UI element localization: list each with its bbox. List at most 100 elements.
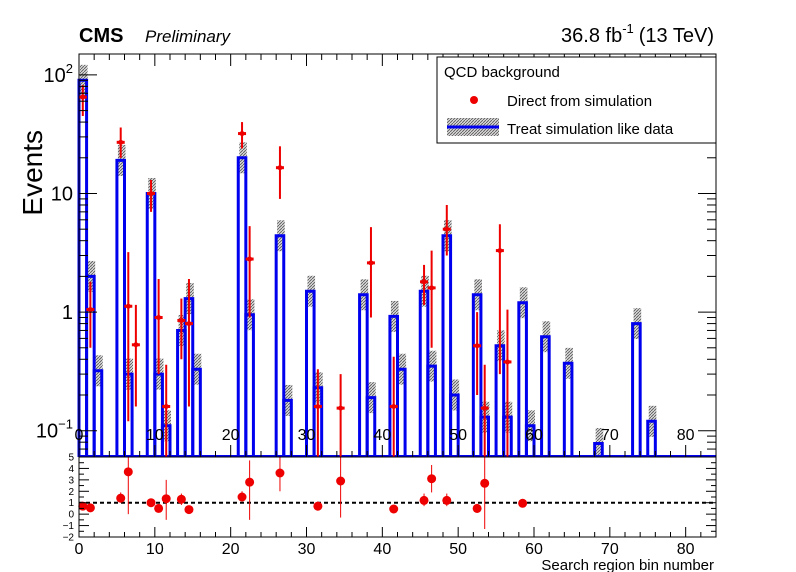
ratio-point [419, 495, 429, 505]
x-tick-label: 0 [75, 427, 84, 444]
ratio-x-tick-label: 40 [373, 541, 391, 558]
energy-value: (13 TeV) [639, 25, 714, 47]
x-tick-label: 20 [222, 427, 240, 444]
lumi-value: 36.8 fb [561, 25, 622, 47]
ratio-point [442, 495, 452, 505]
x-tick-label: 80 [677, 427, 695, 444]
histogram-bar [631, 322, 642, 457]
data-point [247, 256, 253, 262]
y-tick-label: 10−1 [36, 417, 73, 443]
histogram-bar [646, 419, 657, 457]
ratio-point [480, 478, 490, 488]
ratio-x-ticks: 0 10 20 30 40 50 60 70 80 [75, 527, 717, 558]
ratio-frame [78, 456, 717, 538]
histogram-bar [540, 335, 551, 457]
ratio-point [472, 503, 482, 513]
status-label: Preliminary [145, 27, 232, 46]
data-point [429, 285, 435, 291]
histogram-bar [244, 313, 255, 457]
data-point [80, 94, 86, 100]
ratio-points [78, 457, 528, 529]
histogram-bar [524, 424, 536, 457]
histogram-bar [358, 293, 369, 457]
histogram-bar [282, 398, 293, 457]
ratio-x-tick-label: 0 [75, 541, 84, 558]
histogram-bar [562, 361, 574, 457]
ratio-point [184, 505, 194, 515]
y-tick-mantissa: 10 [36, 421, 58, 443]
histogram-bar [92, 369, 104, 457]
ratio-point [245, 477, 255, 487]
ratio-point [123, 467, 133, 477]
data-point [148, 190, 154, 196]
data-point [133, 342, 139, 348]
y-tick-label: 10 [51, 183, 73, 205]
y-tick-label: 1 [62, 302, 73, 324]
data-point [186, 321, 192, 327]
data-point [87, 307, 93, 313]
legend-title: QCD background [444, 64, 560, 81]
lumi-exponent: -1 [622, 21, 634, 36]
ratio-point [313, 501, 323, 511]
ratio-y-tick-label: 4 [68, 464, 74, 475]
x-tick-label: 40 [373, 427, 391, 444]
legend-point-marker [470, 96, 478, 104]
ratio-y-tick-label: −1 [63, 521, 75, 532]
ratio-point [336, 476, 346, 486]
x-tick-label: 60 [525, 427, 543, 444]
data-point [315, 403, 321, 409]
ratio-x-tick-label: 20 [222, 541, 240, 558]
ratio-point [427, 474, 437, 484]
lumi-label: 36.8 fb-1 (13 TeV) [561, 21, 714, 47]
ratio-point [146, 498, 156, 508]
ratio-point [275, 468, 285, 478]
y-tick-mantissa: 10 [44, 65, 66, 87]
ratio-point [154, 503, 164, 513]
ratio-point [237, 492, 247, 502]
y-tick-exponent: 2 [66, 61, 73, 76]
histogram-bar [449, 393, 460, 457]
histogram-bar [274, 234, 286, 457]
ratio-point [389, 504, 399, 514]
y-tick-label: 102 [44, 61, 73, 87]
ratio-y-tick-label: 1 [68, 498, 74, 509]
histogram-bar [426, 364, 437, 457]
data-point [163, 403, 169, 409]
data-point [391, 403, 397, 409]
ratio-y-tick-label: 5 [68, 453, 74, 464]
data-point [277, 165, 283, 171]
data-point [504, 359, 510, 365]
legend-entry-points: Direct from simulation [507, 93, 652, 110]
histogram-bar [396, 367, 407, 457]
ratio-point [518, 498, 528, 508]
histogram-bar [191, 367, 202, 457]
data-point [338, 405, 344, 411]
data-point [474, 343, 480, 349]
x-tick-label: 50 [449, 427, 467, 444]
data-point [482, 405, 488, 411]
legend-entry-hist: Treat simulation like data [507, 121, 674, 138]
histogram-bar [115, 158, 126, 457]
ratio-point [85, 503, 95, 513]
experiment-label: CMS [79, 25, 123, 47]
histogram-bar [517, 301, 528, 457]
x-tick-label: 30 [298, 427, 316, 444]
ratio-point [161, 494, 171, 504]
ratio-x-tick-label: 70 [601, 541, 619, 558]
data-point [178, 317, 184, 323]
ratio-x-tick-label: 80 [677, 541, 695, 558]
ratio-point [176, 494, 186, 504]
y-tick-exponent: −1 [58, 417, 73, 432]
ratio-y-tick-label: 0 [68, 510, 74, 521]
legend: QCD background Direct from simulation Tr… [436, 56, 717, 144]
ratio-y-tick-label: −2 [63, 533, 75, 544]
ratio-x-tick-label: 60 [525, 541, 543, 558]
histogram-bar [365, 396, 377, 457]
simulation-points [78, 85, 512, 457]
ratio-xlabel: Search region bin number [541, 557, 714, 572]
histogram-bar [593, 441, 604, 457]
